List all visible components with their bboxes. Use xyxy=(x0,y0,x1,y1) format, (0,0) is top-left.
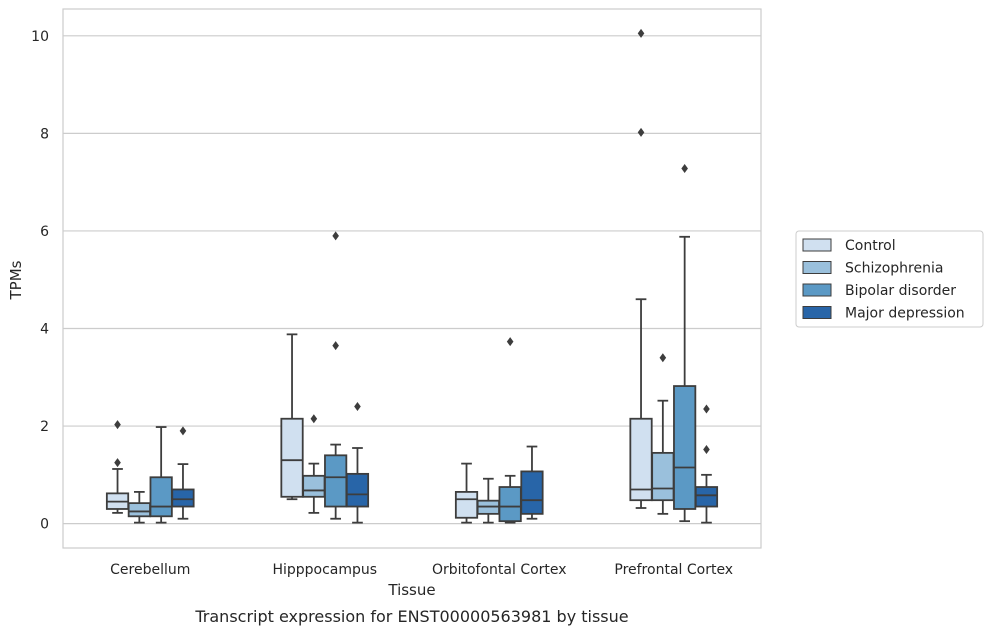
box-3-0 xyxy=(171,426,195,520)
box-body xyxy=(520,470,544,515)
legend-item: Schizophrenia xyxy=(802,261,943,277)
box-3-2 xyxy=(520,445,544,520)
x-tick-label: Cerebellum xyxy=(110,562,190,578)
box-0-1 xyxy=(280,333,304,501)
y-tick-label: 4 xyxy=(40,321,49,337)
legend-swatch xyxy=(802,261,832,274)
outlier-point xyxy=(179,426,187,436)
boxes xyxy=(105,28,719,524)
legend-label: Bipolar disorder xyxy=(845,283,956,299)
legend-label: Major depression xyxy=(845,306,965,322)
y-tick-label: 6 xyxy=(40,224,49,240)
outlier-point xyxy=(703,444,710,454)
y-tick-label: 0 xyxy=(40,517,49,533)
box-1-3 xyxy=(651,353,675,515)
outlier-point xyxy=(310,414,318,424)
plot-frame xyxy=(62,8,762,549)
box-2-3 xyxy=(673,164,697,523)
box-body xyxy=(280,417,304,498)
outlier-point xyxy=(681,164,688,174)
box-3-3 xyxy=(694,404,719,524)
box-body xyxy=(454,491,479,519)
box-2-1 xyxy=(324,231,348,520)
legend-item: Major depression xyxy=(802,306,965,322)
box-1-2 xyxy=(476,477,500,524)
box-body xyxy=(651,451,675,502)
outlier-point xyxy=(114,458,121,468)
box-body xyxy=(498,486,522,523)
legend-item: Control xyxy=(802,238,896,254)
box-body xyxy=(629,417,653,502)
legend-label: Schizophrenia xyxy=(845,261,943,277)
outlier-point xyxy=(114,420,121,430)
y-tick-label: 10 xyxy=(31,29,49,45)
legend-frame xyxy=(795,230,984,328)
box-1-1 xyxy=(302,414,326,514)
box-body xyxy=(127,502,151,518)
x-tick-label: Hipppocampus xyxy=(272,562,377,578)
outlier-point xyxy=(506,337,514,347)
x-axis-ticks: Cerebellum Hipppocampus Orbitofontal Corte… xyxy=(110,562,733,578)
box-2-2 xyxy=(498,337,522,524)
legend-swatch xyxy=(802,306,832,319)
box-0-2 xyxy=(454,462,479,524)
box-body xyxy=(324,454,348,508)
box-body xyxy=(171,488,195,508)
box-body xyxy=(302,474,326,498)
box-body xyxy=(345,472,370,508)
outlier-point xyxy=(659,353,667,363)
legend: Control Schizophrenia Bipolar disorder Majo… xyxy=(795,230,984,328)
outlier-point xyxy=(332,341,339,351)
outlier-point xyxy=(637,28,645,38)
x-tick-label: Orbitofontal Cortex xyxy=(432,562,567,578)
outlier-point xyxy=(354,402,361,412)
legend-item: Bipolar disorder xyxy=(802,283,956,299)
outlier-point xyxy=(703,404,710,414)
box-body xyxy=(673,385,697,510)
chart-title: Transcript expression for ENST0000056398… xyxy=(194,607,628,626)
x-axis-label: Tissue xyxy=(387,581,435,599)
outlier-point xyxy=(637,127,645,137)
y-axis-label: TPMs xyxy=(7,260,25,300)
legend-swatch xyxy=(802,283,832,297)
y-axis-ticks: 0 2 4 6 8 10 xyxy=(31,29,49,533)
outlier-point xyxy=(332,231,339,241)
box-3-1 xyxy=(345,402,370,524)
legend-label: Control xyxy=(845,238,896,254)
grid-lines xyxy=(63,35,761,525)
y-tick-label: 2 xyxy=(40,419,49,435)
box-1-0 xyxy=(127,491,151,524)
box-0-3 xyxy=(629,28,653,509)
box-0-0 xyxy=(105,420,130,514)
x-tick-label: Prefrontal Cortex xyxy=(614,562,733,578)
box-body xyxy=(694,486,719,508)
box-2-0 xyxy=(149,426,173,524)
box-body xyxy=(149,476,173,518)
y-tick-label: 8 xyxy=(40,126,49,142)
legend-swatch xyxy=(802,238,832,252)
